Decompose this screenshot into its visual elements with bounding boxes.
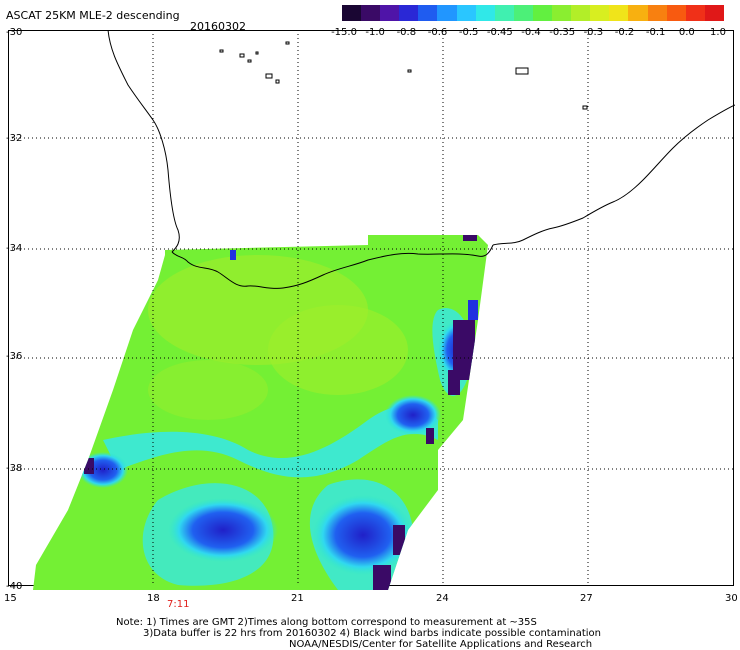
colorbar-swatch (380, 5, 400, 21)
colorbar-label: -0.5 (458, 27, 479, 38)
note-line-3: NOAA/NESDIS/Center for Satellite Applica… (289, 639, 593, 650)
colorbar-swatch (513, 5, 533, 21)
colorbar-swatch (628, 5, 648, 21)
colorbar-label: -0.6 (427, 27, 448, 38)
colorbar-swatch (532, 5, 553, 21)
lon-label: 24 (436, 593, 449, 604)
colorbar-label: -0.4 (521, 27, 541, 38)
colorbar-swatch (590, 5, 610, 21)
colorbar-swatch (666, 5, 686, 21)
lat-label: -32 (6, 133, 23, 144)
lat-label: -34 (6, 243, 23, 254)
lon-label: 21 (291, 593, 304, 604)
map-title: ASCAT 25KM MLE-2 descending (6, 9, 180, 22)
lat-label: -38 (6, 463, 23, 474)
colorbar-swatch (418, 5, 438, 21)
colorbar-swatch (475, 5, 495, 21)
colorbar-label: -1.0 (365, 27, 385, 38)
lat-label: -40 (6, 581, 23, 592)
colorbar-label: -0.45 (486, 27, 513, 38)
colorbar-swatch (647, 5, 667, 21)
map-date: 20160302 (190, 20, 246, 33)
colorbar-label: -0.8 (396, 27, 417, 38)
lon-label: 15 (4, 593, 17, 604)
lon-label: 30 (725, 593, 738, 604)
colorbar (342, 5, 724, 21)
colorbar-label: -0.35 (549, 27, 576, 38)
colorbar-label: -0.3 (583, 27, 604, 38)
colorbar-swatch (571, 5, 591, 21)
lat-label: -36 (6, 351, 23, 362)
colorbar-label: -15.0 (331, 27, 357, 38)
colorbar-swatch (609, 5, 629, 21)
lat-label: -30 (6, 27, 23, 38)
colorbar-swatch (685, 5, 705, 21)
note-line-2: 3)Data buffer is 22 hrs from 20160302 4)… (143, 628, 601, 639)
colorbar-swatch (399, 5, 419, 21)
colorbar-swatch (494, 5, 514, 21)
colorbar-swatch (342, 5, 362, 21)
colorbar-label: -0.1 (645, 27, 666, 38)
coastline (107, 30, 735, 289)
lon-label: 27 (580, 593, 593, 604)
colorbar-swatch (704, 5, 724, 21)
swath-time: 7:11 (167, 599, 190, 610)
lon-label: 18 (147, 593, 160, 604)
colorbar-label: -0.2 (614, 27, 635, 38)
colorbar-swatch (456, 5, 476, 21)
graticule (8, 30, 735, 586)
colorbar-swatch (552, 5, 572, 21)
note-line-1: Note: 1) Times are GMT 2)Times along bot… (116, 617, 537, 628)
colorbar-swatch (437, 5, 457, 21)
colorbar-labels: -15.0 -1.0 -0.8 -0.6 -0.5 -0.45 -0.4 -0.35 -0.3-… (0, 27, 740, 41)
colorbar-swatch (361, 5, 381, 21)
wind-swath (33, 235, 488, 590)
map-panel (8, 30, 735, 590)
colorbar-label: 1.0 (710, 27, 726, 38)
colorbar-label: 0.0 (678, 27, 695, 38)
